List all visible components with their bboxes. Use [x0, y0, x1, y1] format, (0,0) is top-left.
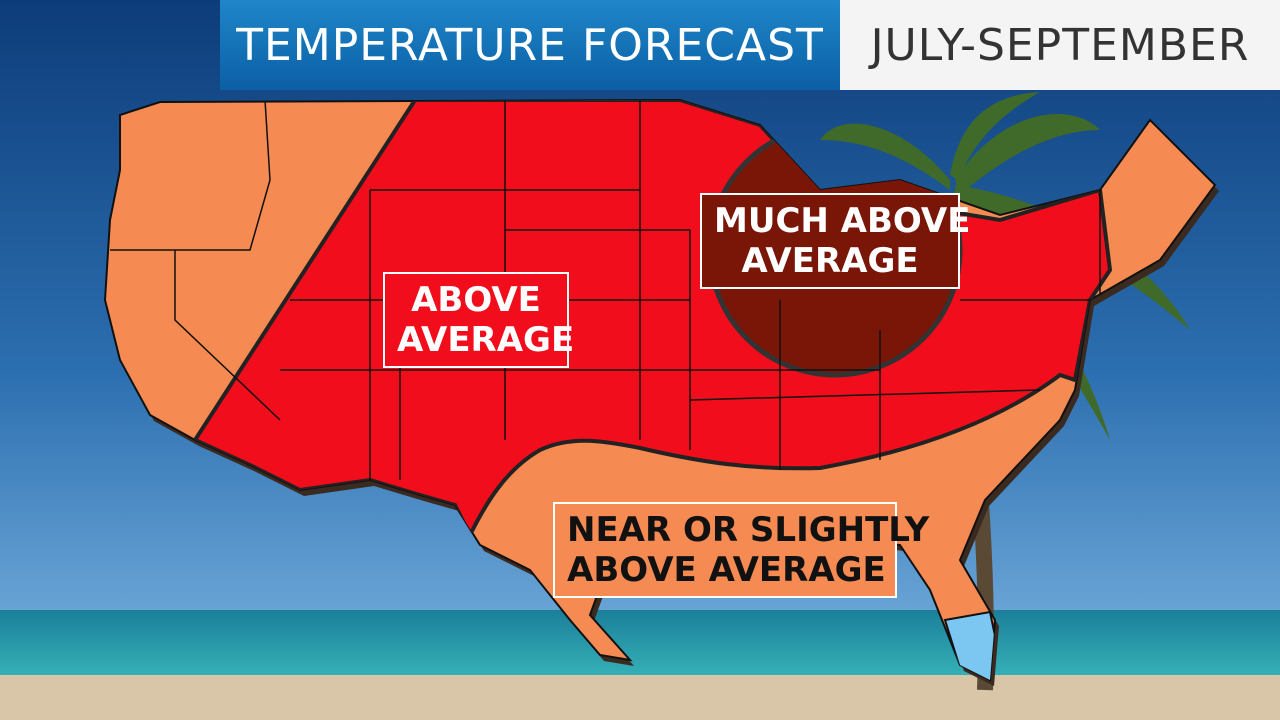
header-title: TEMPERATURE FORECAST [220, 0, 840, 90]
label-line: AVERAGE [397, 320, 575, 360]
label-line: AVERAGE [741, 241, 919, 281]
much-above-label: MUCH ABOVE AVERAGE [700, 193, 971, 289]
header-period: JULY-SEPTEMBER [840, 0, 1280, 90]
label-line: NEAR OR SLIGHTLY [567, 510, 930, 550]
label-line: MUCH ABOVE [714, 201, 971, 241]
label-line: ABOVE AVERAGE [567, 550, 886, 590]
above-label: ABOVE AVERAGE [383, 272, 575, 368]
sand [0, 675, 1280, 720]
label-line: ABOVE [411, 280, 541, 320]
near-label: NEAR OR SLIGHTLY ABOVE AVERAGE [553, 502, 930, 598]
sea [0, 610, 1280, 680]
